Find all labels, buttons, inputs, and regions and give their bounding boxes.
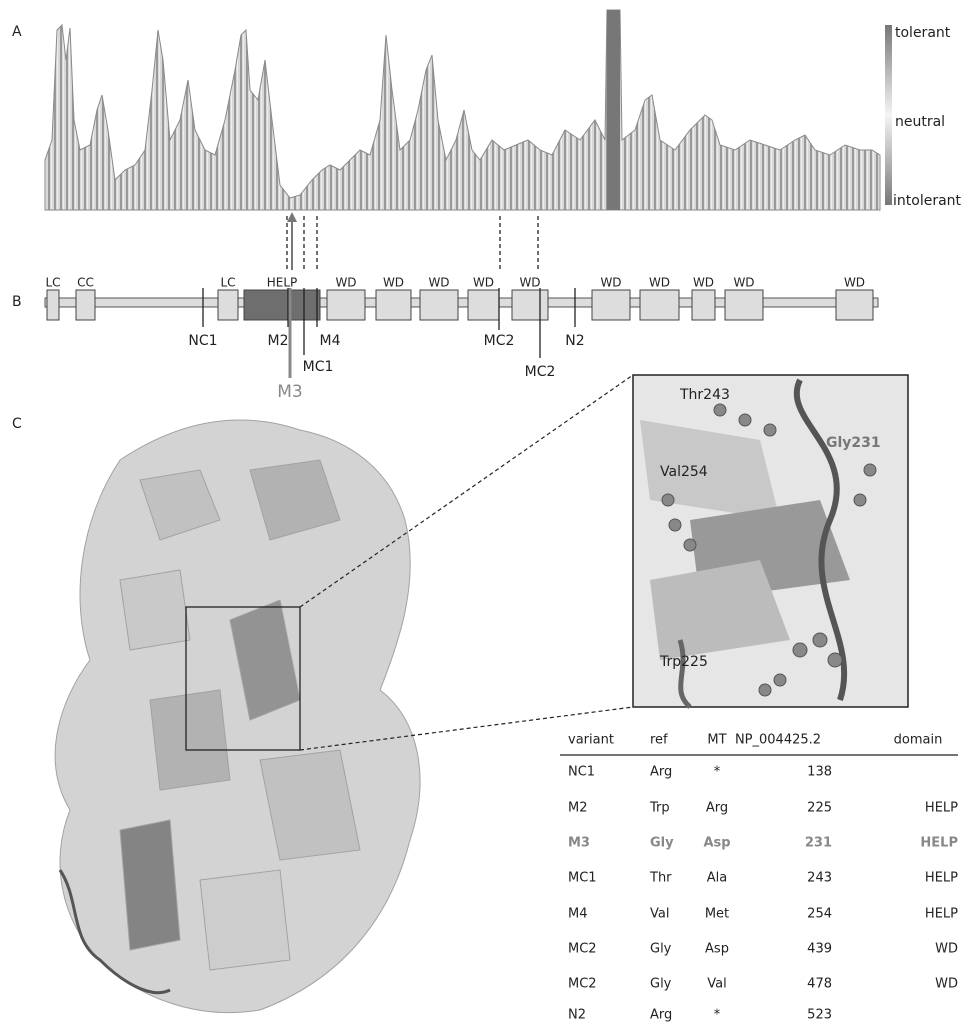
- variant-table: variant ref MT NP_004425.2 domain NC1 Arg * 138 M…: [568, 733, 958, 1023]
- residue-label: Gly231: [826, 435, 881, 451]
- variant-label: M4: [320, 333, 341, 349]
- domain-label: WD: [383, 276, 404, 290]
- domain-label: WD: [693, 276, 714, 290]
- domain-box: [512, 290, 548, 320]
- table-cell: 523: [807, 1008, 832, 1023]
- table-cell: Arg: [706, 801, 728, 816]
- domain-box: [592, 290, 630, 320]
- domain-label: WD: [649, 276, 670, 290]
- domain-label: WD: [428, 276, 449, 290]
- legend-label: neutral: [895, 114, 945, 130]
- domain-box: [76, 290, 95, 320]
- domain-label: WD: [335, 276, 356, 290]
- table-cell: 243: [807, 871, 832, 886]
- domain-label: WD: [844, 276, 865, 290]
- domain-label: LC: [45, 276, 60, 290]
- table-cell: M4: [568, 907, 588, 922]
- domain-box: [468, 290, 499, 320]
- legend-label: intolerant: [893, 193, 962, 209]
- domain-label: WD: [733, 276, 754, 290]
- profile-peak: [607, 10, 620, 210]
- table-cell: Val: [650, 907, 669, 922]
- domain-box: [692, 290, 715, 320]
- domain-box: [376, 290, 411, 320]
- residue-label: Val254: [660, 464, 708, 480]
- table-cell: MC2: [568, 977, 597, 992]
- variant-label: M3: [277, 382, 302, 402]
- table-cell: WD: [935, 942, 958, 957]
- table-header: domain: [894, 733, 943, 748]
- table-header: variant: [568, 733, 614, 748]
- table-cell: N2: [568, 1008, 586, 1023]
- domain-label: HELP: [267, 276, 298, 290]
- table-cell: Ala: [707, 871, 727, 886]
- domain-box: [640, 290, 679, 320]
- table-cell: 225: [807, 801, 832, 816]
- table-cell: 478: [807, 977, 832, 992]
- table-cell: HELP: [925, 871, 958, 886]
- domain-label: WD: [600, 276, 621, 290]
- table-cell: Trp: [649, 801, 670, 816]
- table-cell: Gly: [650, 977, 672, 992]
- table-cell: 231: [805, 836, 832, 851]
- m3-arrowhead: [287, 212, 297, 222]
- panel-label: C: [12, 416, 22, 432]
- domain-label: WD: [519, 276, 540, 290]
- table-cell: Val: [707, 977, 726, 992]
- variant-label: NC1: [188, 333, 217, 349]
- domain-box: [244, 290, 320, 320]
- domain-box: [218, 290, 238, 320]
- table-cell: Gly: [650, 942, 672, 957]
- table-cell: Asp: [705, 942, 729, 957]
- table-cell: *: [714, 765, 721, 780]
- legend-gradient: [885, 25, 892, 205]
- protein-structure: [55, 420, 420, 1013]
- domain-box: [420, 290, 458, 320]
- variant-label: M2: [268, 333, 289, 349]
- table-cell: HELP: [925, 801, 958, 816]
- domain-label: LC: [220, 276, 235, 290]
- panel-label: B: [12, 294, 22, 310]
- variant-label: MC2: [525, 364, 556, 380]
- table-cell: HELP: [920, 836, 958, 851]
- table-cell: HELP: [925, 907, 958, 922]
- variant-links: [287, 216, 538, 270]
- table-cell: Arg: [650, 765, 672, 780]
- residue-label: Thr243: [679, 387, 730, 403]
- domain-box: [836, 290, 873, 320]
- table-header: NP_004425.2: [735, 733, 821, 748]
- table-header: ref: [650, 733, 668, 748]
- panel-label: A: [12, 24, 22, 40]
- table-cell: WD: [935, 977, 958, 992]
- variant-label: N2: [565, 333, 584, 349]
- residue-label: Trp225: [659, 654, 708, 670]
- legend-label: tolerant: [895, 25, 951, 41]
- table-cell: Asp: [703, 836, 730, 851]
- table-header: MT: [707, 733, 726, 748]
- table-cell: MC1: [568, 871, 597, 886]
- table-cell: MC2: [568, 942, 597, 957]
- table-cell: 439: [807, 942, 832, 957]
- table-cell: Arg: [650, 1008, 672, 1023]
- table-cell: Gly: [650, 836, 674, 851]
- domain-box: [327, 290, 365, 320]
- domain-label: WD: [473, 276, 494, 290]
- table-cell: M3: [568, 836, 590, 851]
- tolerance-profile: [45, 10, 880, 210]
- table-cell: M2: [568, 801, 588, 816]
- table-cell: Met: [705, 907, 729, 922]
- domain-box: [47, 290, 59, 320]
- variant-label: MC1: [303, 359, 334, 375]
- domain-label: CC: [77, 276, 94, 290]
- variant-label: MC2: [484, 333, 515, 349]
- table-cell: NC1: [568, 765, 595, 780]
- table-cell: *: [714, 1008, 721, 1023]
- domain-box: [725, 290, 763, 320]
- table-cell: 254: [807, 907, 832, 922]
- figure: A tolerant neutral intolerant B LC CC LC HE…: [0, 0, 974, 1024]
- table-cell: Thr: [649, 871, 672, 886]
- table-cell: 138: [807, 765, 832, 780]
